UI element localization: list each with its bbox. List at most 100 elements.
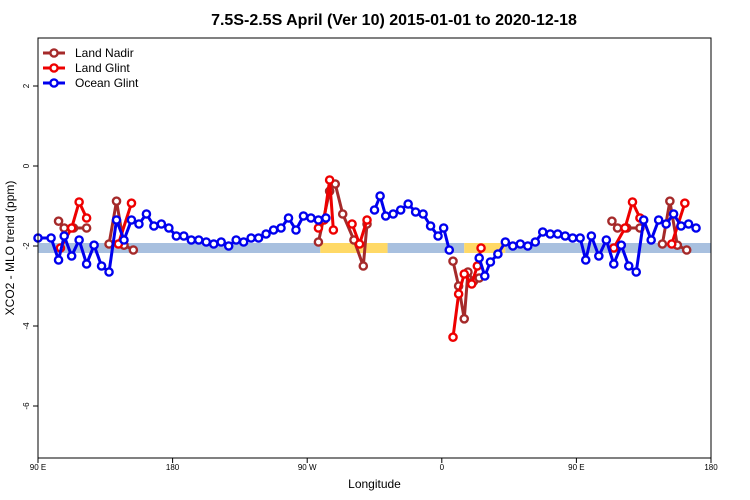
data-point-ocean-glint (623, 261, 634, 271)
data-point-ocean-glint (493, 249, 503, 259)
data-point-ocean-glint (500, 237, 511, 247)
series-ocean-glint (33, 191, 701, 281)
data-point-ocean-glint (479, 271, 490, 281)
series-line-land-nadir (316, 182, 369, 268)
data-point-ocean-glint (306, 213, 316, 223)
data-point-ocean-glint (594, 251, 604, 261)
data-point-ocean-glint (126, 215, 137, 225)
data-point-ocean-glint (418, 209, 428, 219)
x-tick-label: 90 E (30, 463, 46, 472)
data-point-ocean-glint (208, 239, 219, 249)
data-point-ocean-glint (653, 215, 664, 225)
data-point-ocean-glint (575, 233, 585, 243)
legend-marker-land-glint (49, 63, 59, 73)
legend-label-ocean-glint: Ocean Glint (75, 76, 139, 90)
data-point-land-glint (74, 197, 84, 207)
data-point-ocean-glint (444, 245, 455, 255)
y-tick-label: -4 (22, 322, 31, 330)
x-tick-label: 90 W (298, 463, 317, 472)
data-point-ocean-glint (380, 211, 391, 221)
data-point-land-glint (459, 269, 470, 279)
data-point-ocean-glint (81, 259, 92, 269)
data-point-ocean-glint (683, 219, 694, 229)
data-point-ocean-glint (433, 231, 443, 241)
data-point-land-nadir (681, 245, 692, 255)
data-point-ocean-glint (298, 211, 309, 221)
data-point-ocean-glint (608, 259, 619, 269)
y-tick-label: -6 (22, 402, 31, 410)
reference-band-land (320, 243, 388, 253)
data-point-land-glint (448, 332, 458, 343)
data-point-ocean-glint (238, 237, 249, 247)
data-point-ocean-glint (164, 223, 174, 233)
data-point-ocean-glint (552, 229, 563, 239)
data-point-ocean-glint (508, 241, 518, 251)
data-point-ocean-glint (253, 233, 264, 243)
data-point-land-nadir (612, 223, 623, 233)
data-point-ocean-glint (395, 205, 406, 215)
data-point-ocean-glint (661, 219, 671, 229)
data-point-land-nadir (665, 196, 675, 206)
data-point-ocean-glint (485, 257, 496, 267)
data-point-land-nadir (448, 256, 458, 267)
data-point-ocean-glint (369, 205, 380, 215)
plot-area (33, 175, 711, 343)
data-point-land-glint (66, 223, 77, 233)
data-point-ocean-glint (156, 219, 167, 229)
data-point-land-nadir (81, 223, 92, 233)
data-point-land-glint (362, 215, 372, 225)
data-point-ocean-glint (616, 240, 627, 250)
reference-band-ocean (38, 243, 321, 253)
data-point-ocean-glint (321, 213, 331, 223)
data-point-ocean-glint (53, 255, 64, 265)
data-point-land-nadir (657, 239, 668, 249)
data-point-ocean-glint (631, 267, 642, 277)
data-point-ocean-glint (291, 225, 301, 235)
data-point-land-glint (354, 239, 365, 249)
x-tick-label: 0 (440, 463, 445, 472)
data-point-ocean-glint (545, 229, 556, 239)
series-line-land-glint (317, 178, 335, 231)
data-point-land-glint (680, 198, 690, 208)
data-point-ocean-glint (676, 221, 686, 231)
data-point-ocean-glint (560, 231, 570, 241)
data-point-ocean-glint (313, 215, 324, 225)
y-axis-label: XCO2 - MLO trend (ppm) (3, 181, 17, 316)
data-point-ocean-glint (186, 235, 197, 245)
data-point-ocean-glint (268, 225, 279, 235)
data-point-land-glint (666, 239, 677, 249)
legend-label-land-glint: Land Glint (75, 61, 130, 75)
data-point-ocean-glint (567, 233, 578, 243)
data-point-ocean-glint (646, 235, 656, 245)
data-point-ocean-glint (141, 209, 152, 219)
data-point-ocean-glint (530, 237, 541, 247)
data-point-land-glint (466, 279, 477, 289)
data-point-ocean-glint (46, 233, 56, 243)
data-point-land-glint (453, 289, 464, 299)
x-tick-label: 90 E (568, 463, 584, 472)
y-tick-label: -2 (22, 242, 31, 250)
data-point-ocean-glint (691, 223, 701, 233)
data-point-land-glint (328, 225, 339, 235)
data-point-ocean-glint (668, 209, 679, 219)
data-point-ocean-glint (261, 229, 271, 239)
legend-marker-land-nadir (49, 48, 59, 58)
data-point-ocean-glint (388, 209, 398, 219)
data-point-ocean-glint (96, 261, 107, 271)
data-point-land-nadir (459, 313, 470, 324)
data-point-ocean-glint (134, 219, 144, 229)
reference-band-ocean (387, 243, 465, 253)
data-point-ocean-glint (104, 267, 114, 277)
data-point-ocean-glint (216, 237, 227, 247)
legend-marker-ocean-glint (49, 78, 59, 88)
y-tick-label: 0 (22, 163, 31, 168)
data-point-ocean-glint (474, 253, 484, 263)
data-point-ocean-glint (74, 235, 84, 245)
data-point-ocean-glint (601, 235, 612, 245)
data-point-ocean-glint (89, 240, 99, 250)
data-point-ocean-glint (586, 231, 597, 241)
data-point-ocean-glint (522, 241, 533, 251)
data-point-ocean-glint (375, 191, 385, 201)
legend-label-land-nadir: Land Nadir (75, 46, 134, 60)
